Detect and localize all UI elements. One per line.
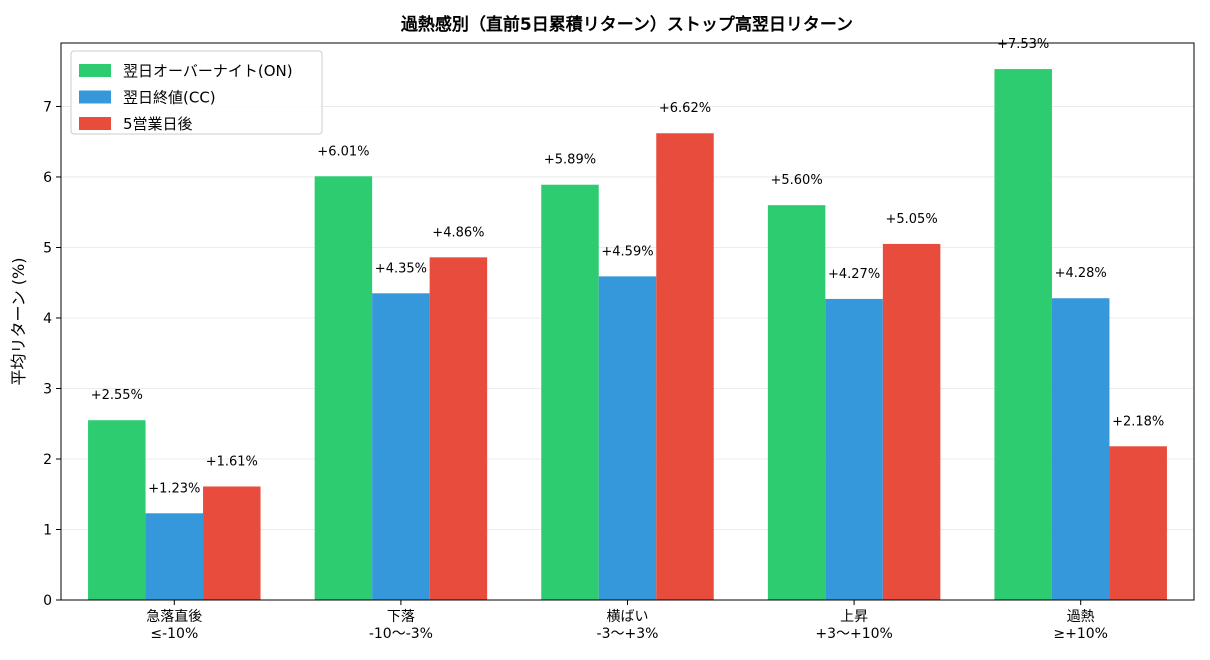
data-label: +5.60% bbox=[770, 173, 822, 188]
bar bbox=[372, 293, 430, 600]
bar bbox=[541, 184, 599, 601]
legend-swatch bbox=[79, 117, 111, 130]
data-label: +7.53% bbox=[997, 37, 1049, 52]
chart-title: 過熱感別（直前5日累積リターン）ストップ高翌日リターン bbox=[401, 14, 853, 35]
y-tick-label: 5 bbox=[43, 240, 52, 256]
data-label: +4.28% bbox=[1055, 266, 1107, 281]
bars bbox=[88, 69, 1167, 601]
data-label: +1.23% bbox=[148, 481, 200, 496]
x-tick-label: +3〜+10% bbox=[815, 626, 893, 642]
data-label: +4.59% bbox=[601, 244, 653, 259]
data-label: +6.62% bbox=[659, 101, 711, 116]
legend-label: 翌日オーバーナイト(ON) bbox=[123, 62, 293, 80]
y-tick-label: 1 bbox=[43, 522, 52, 538]
data-label: +4.86% bbox=[432, 225, 484, 240]
data-label: +5.05% bbox=[885, 212, 937, 227]
bar bbox=[767, 205, 826, 600]
legend-swatch bbox=[79, 64, 111, 77]
bar bbox=[656, 133, 714, 600]
bar bbox=[88, 420, 146, 600]
bar bbox=[825, 298, 883, 600]
bar bbox=[203, 486, 261, 600]
data-label: +4.27% bbox=[828, 267, 880, 282]
data-label: +4.35% bbox=[375, 261, 427, 276]
x-tick-label: 急落直後 bbox=[146, 608, 202, 625]
y-tick-label: 0 bbox=[43, 593, 52, 609]
y-tick-label: 2 bbox=[43, 452, 52, 468]
y-axis: 0 1 2 3 4 5 6 7 bbox=[43, 99, 61, 609]
legend-box bbox=[70, 50, 323, 135]
data-label: +6.01% bbox=[317, 144, 369, 159]
x-tick-label: 横ばい bbox=[607, 609, 649, 625]
x-tick-label: -3〜+3% bbox=[597, 626, 659, 642]
data-label: +1.61% bbox=[206, 454, 258, 469]
legend-label: 翌日終値(CC) bbox=[123, 89, 216, 107]
legend-swatch bbox=[79, 90, 111, 104]
y-axis-label: 平均リターン (%) bbox=[9, 258, 28, 386]
x-tick-label: -10〜-3% bbox=[369, 626, 433, 642]
bar bbox=[882, 243, 941, 600]
x-axis: 急落直後≤-10% 下落-10〜-3% 横ばい-3〜+3% 上昇+3〜+10% 過熱≥+… bbox=[146, 600, 1108, 642]
y-tick-label: 3 bbox=[43, 381, 52, 397]
data-label: +5.89% bbox=[544, 153, 596, 168]
data-labels: +2.55% +1.23% +1.61% +6.01% +4.35% +4.86% +5.8… bbox=[91, 37, 1165, 496]
bar bbox=[1109, 446, 1167, 600]
data-label: +2.18% bbox=[1112, 414, 1164, 429]
x-tick-label: 上昇 bbox=[840, 609, 868, 625]
x-tick-label: ≤-10% bbox=[150, 626, 198, 642]
x-tick-label: ≥+10% bbox=[1053, 626, 1108, 642]
data-label: +2.55% bbox=[91, 388, 143, 403]
bar bbox=[429, 257, 488, 600]
legend: 翌日オーバーナイト(ON) 翌日終値(CC) 5営業日後 bbox=[70, 50, 323, 135]
y-tick-label: 7 bbox=[43, 99, 52, 115]
y-tick-label: 4 bbox=[43, 311, 52, 327]
x-tick-label: 下落 bbox=[387, 609, 415, 625]
bar bbox=[145, 513, 204, 600]
bar bbox=[1051, 298, 1110, 600]
x-tick-label: 過熱 bbox=[1067, 609, 1095, 625]
y-tick-label: 6 bbox=[43, 170, 52, 186]
legend-label: 5営業日後 bbox=[123, 115, 193, 133]
bar bbox=[314, 176, 373, 600]
bar bbox=[994, 69, 1052, 600]
bar bbox=[598, 276, 657, 600]
